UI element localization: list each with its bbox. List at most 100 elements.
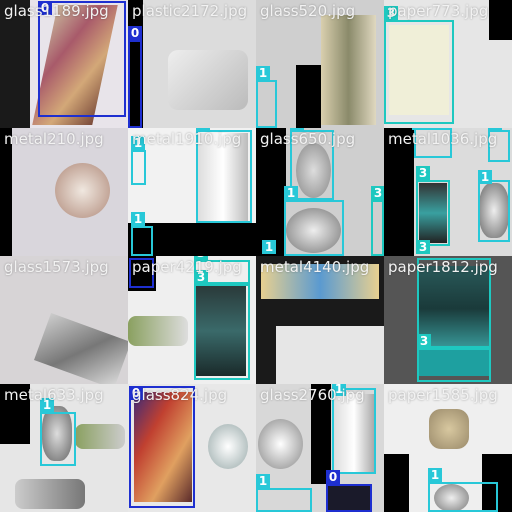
detection-label: 1 [256, 474, 270, 488]
detection-box [131, 150, 146, 185]
can-image [334, 394, 374, 474]
tile-glass520[interactable]: glass520.jpg 1 [256, 0, 384, 128]
detection-label: 3 [417, 334, 431, 348]
detection-box [128, 40, 142, 128]
detection-box [194, 284, 250, 380]
detection-box [256, 488, 312, 512]
detection-box [416, 180, 450, 246]
detection-label: 1 [262, 240, 276, 254]
can-image [198, 133, 248, 223]
detection-box [38, 1, 126, 117]
bottle-image [34, 312, 128, 384]
detection-label: 3 [194, 270, 208, 284]
paper-image [429, 409, 469, 449]
detection-label: 1 [131, 212, 145, 226]
tile-paper4219[interactable]: paper4219.jpg 3 3 0 [128, 256, 256, 384]
tile-filename: paper773.jpg [388, 2, 489, 20]
tile-paper773[interactable]: paper773.jpg 3 [384, 0, 512, 128]
detection-label: 1 [488, 128, 502, 130]
tile-plastic2172[interactable]: plastic2172.jpg 0 [128, 0, 256, 128]
tile-paper1812[interactable]: paper1812.jpg 3 [384, 256, 512, 384]
can-image [434, 484, 469, 512]
detection-label: 1 [256, 66, 270, 80]
detection-box [488, 130, 510, 162]
tile-filename: metal1036.jpg [388, 130, 498, 148]
detection-box [131, 226, 153, 256]
tile-filename: paper4219.jpg [132, 258, 242, 276]
tile-filename: glass1189.jpg [4, 2, 109, 20]
bottle-image [75, 424, 125, 449]
detection-box [284, 200, 344, 256]
detection-label: 0 [129, 386, 143, 400]
detection-box [384, 20, 454, 124]
tile-filename: metal210.jpg [4, 130, 104, 148]
bottle-image [168, 50, 248, 110]
tile-glass1573[interactable]: glass1573.jpg [0, 256, 128, 384]
bottle-image [328, 484, 370, 512]
tile-filename: metal4140.jpg [260, 258, 370, 276]
box-image [196, 286, 246, 376]
detection-box [428, 482, 498, 512]
detection-box [478, 180, 510, 242]
detection-label: 1 [428, 468, 442, 482]
bottle-image [128, 316, 188, 346]
tile-paper1585[interactable]: paper1585.jpg 1 [384, 384, 512, 512]
detection-label: 3 [416, 240, 430, 254]
detection-label: 1 [478, 170, 492, 184]
tile-glass650[interactable]: glass650.jpg 1 1 3 1 [256, 128, 384, 256]
detection-box [196, 130, 252, 223]
tile-filename: glass1573.jpg [4, 258, 109, 276]
tile-glass1189[interactable]: glass1189.jpg 0 [0, 0, 128, 128]
tile-metal1910[interactable]: metal1910.jpg 1 1 1 [128, 128, 256, 256]
tile-metal633[interactable]: metal633.jpg 1 [0, 384, 128, 512]
detection-box [40, 412, 76, 466]
detection-label: 1 [332, 384, 346, 396]
paper-image [389, 25, 449, 115]
bottle-image [321, 15, 376, 125]
detection-label: 3 [416, 166, 430, 180]
detection-label: 1 [290, 128, 304, 130]
detection-label: 1 [40, 398, 54, 412]
detection-box [129, 258, 154, 288]
detection-box [256, 80, 277, 128]
detection-label: 0 [128, 26, 142, 40]
detection-label: 0 [326, 470, 340, 484]
tile-metal210[interactable]: metal210.jpg [0, 128, 128, 256]
tile-filename: glass520.jpg [260, 2, 356, 20]
detection-label: 3 [194, 256, 208, 260]
detection-label: 1 [196, 128, 210, 130]
can-image [55, 163, 110, 218]
detection-label: 1 [284, 186, 298, 200]
tile-metal1036[interactable]: metal1036.jpg 1 1 3 1 3 [384, 128, 512, 256]
detection-label: 1 [131, 136, 145, 150]
detection-box [332, 388, 376, 474]
detection-box [417, 258, 491, 348]
detection-label: 3 [384, 6, 398, 20]
tile-filename: glass824.jpg [132, 386, 228, 404]
can-image [296, 143, 331, 198]
tile-filename: metal1910.jpg [132, 130, 242, 148]
detection-label: 0 [38, 1, 52, 15]
detection-label: 3 [371, 186, 384, 200]
detection-box [414, 128, 452, 158]
tile-filename: plastic2172.jpg [132, 2, 248, 20]
bottle-image [134, 392, 192, 502]
can-image [42, 406, 72, 461]
box-image [419, 346, 489, 376]
bottle-image [15, 479, 85, 509]
tile-filename: paper1585.jpg [388, 386, 498, 404]
tile-glass2760[interactable]: glass2760.jpg 1 1 0 [256, 384, 384, 512]
tile-filename: paper1812.jpg [388, 258, 498, 276]
tile-glass824[interactable]: glass824.jpg 0 [128, 384, 256, 512]
detection-box [417, 348, 491, 382]
tile-filename: metal633.jpg [4, 386, 104, 404]
box-image [419, 183, 447, 243]
detection-box [290, 130, 334, 200]
detection-box [129, 386, 195, 508]
tile-filename: glass2760.jpg [260, 386, 365, 404]
tile-filename: glass650.jpg [260, 130, 356, 148]
can-image [479, 183, 509, 238]
tile-metal4140[interactable]: metal4140.jpg [256, 256, 384, 384]
bottle-image [258, 419, 303, 469]
